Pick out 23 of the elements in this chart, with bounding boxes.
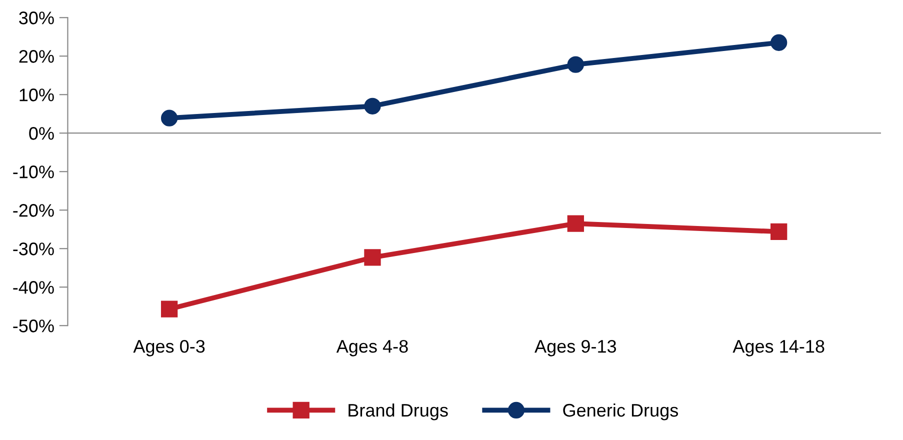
- y-tick-label: 0%: [29, 127, 54, 140]
- x-tick-label: Ages 14-18: [732, 340, 824, 356]
- y-tick-label: 20%: [19, 50, 54, 63]
- x-tick-label: Ages 0-3: [133, 340, 205, 356]
- point: [364, 249, 381, 266]
- point: [770, 223, 788, 240]
- point: [160, 300, 178, 318]
- legend-label: Brand Drugs: [348, 403, 448, 420]
- x-tick-label: Ages 9-13: [534, 340, 616, 356]
- y-tick-label: 30%: [19, 12, 54, 24]
- x-tick-label: Ages 4-8: [336, 340, 408, 356]
- y-tick-label: -40%: [13, 281, 54, 294]
- y-tick-label: -30%: [13, 242, 54, 256]
- point: [770, 34, 788, 51]
- y-tick-label: 10%: [20, 88, 54, 102]
- point: [567, 215, 584, 232]
- y-tick-label: -10%: [13, 166, 54, 178]
- legend-label: Generic Drugs: [563, 403, 678, 420]
- y-tick-label: -50%: [13, 320, 54, 332]
- point: [160, 110, 178, 126]
- point: [567, 56, 584, 73]
- point: [364, 98, 381, 114]
- y-tick-label: -20%: [13, 204, 54, 217]
